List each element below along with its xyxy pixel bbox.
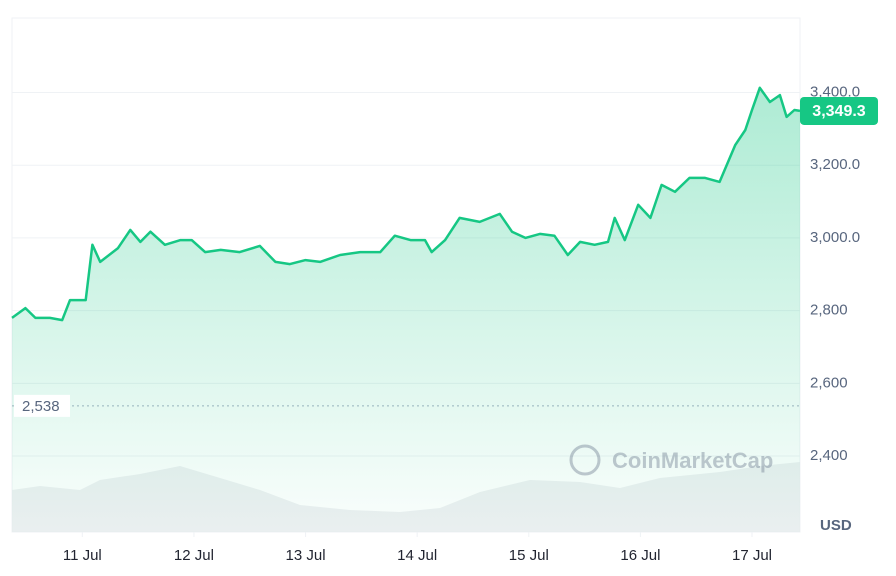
price-line — [11, 86, 801, 322]
y-tick-label: 3,200.0 — [810, 156, 860, 173]
y-tick-label: 2,400 — [810, 447, 848, 464]
current-price-label: 3,349.3 — [812, 103, 865, 120]
y-tick-label: 2,600 — [810, 374, 848, 391]
watermark-text: CoinMarketCap — [612, 448, 773, 473]
x-tick-label: 13 Jul — [286, 547, 326, 564]
y-tick-label: 3,400.0 — [810, 83, 860, 100]
x-tick-label: 12 Jul — [174, 547, 214, 564]
x-tick-label: 11 Jul — [63, 547, 102, 564]
y-axis-label: USD — [820, 517, 852, 534]
area-fill — [12, 87, 800, 533]
current-price-badge — [800, 96, 878, 125]
reference-label: 2,538 — [22, 398, 60, 415]
y-tick-label: 2,800 — [810, 302, 848, 319]
watermark: CoinMarketCap — [569, 444, 773, 476]
x-tick-label: 14 Jul — [397, 547, 437, 564]
x-tick-label: 15 Jul — [509, 547, 549, 564]
y-tick-label: 3,000.0 — [810, 229, 860, 246]
reference-label-bg — [14, 394, 70, 417]
x-tick-label: 16 Jul — [620, 547, 660, 564]
x-tick-label: 17 Jul — [732, 547, 772, 564]
